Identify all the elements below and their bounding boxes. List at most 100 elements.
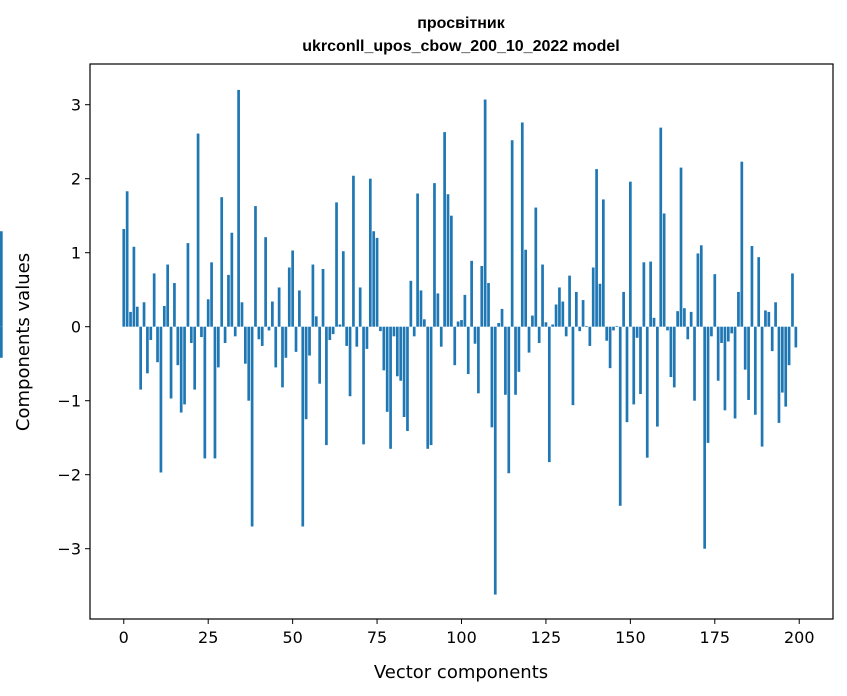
bar: [423, 319, 426, 327]
bar: [382, 326, 386, 371]
y-axis-ticks: 3 2 1 0 −1 −2 −3: [57, 96, 90, 559]
bar: [237, 89, 240, 327]
bar: [683, 308, 686, 327]
bar: [142, 302, 146, 327]
bar: [352, 175, 355, 327]
bar: [216, 326, 220, 368]
bar: [311, 264, 315, 327]
bar: [368, 178, 372, 327]
bar: [571, 326, 575, 406]
bar: [365, 326, 369, 349]
x-tick-label: 0: [119, 628, 129, 647]
bar: [531, 315, 534, 327]
bar: [375, 237, 379, 327]
bar: [747, 326, 750, 400]
bar: [301, 326, 305, 527]
bar: [304, 326, 308, 420]
bar: [325, 326, 328, 446]
bar: [392, 326, 396, 337]
bar: [612, 326, 615, 331]
bar: [439, 326, 443, 347]
bar: [193, 326, 197, 390]
bar: [547, 326, 551, 463]
bar: [774, 302, 777, 327]
bar: [470, 260, 473, 327]
bar: [520, 122, 524, 327]
bar: [659, 127, 663, 327]
bar: [598, 283, 602, 327]
bar: [558, 287, 561, 327]
bar: [132, 246, 136, 327]
bar: [716, 326, 720, 381]
bar: [693, 326, 696, 401]
bar: [679, 167, 683, 327]
bar: [737, 291, 740, 327]
bar: [510, 140, 514, 327]
bar: [318, 326, 321, 384]
bar: [277, 287, 281, 327]
bar: [615, 325, 619, 327]
bar: [247, 326, 251, 401]
bar: [507, 326, 511, 474]
bar: [0, 326, 3, 358]
bar: [581, 300, 585, 327]
bar: [710, 326, 713, 337]
bar: [578, 326, 582, 332]
bar: [298, 290, 301, 327]
bar: [686, 326, 690, 340]
bar: [473, 326, 477, 344]
bar: [500, 308, 504, 327]
bar: [173, 283, 176, 327]
bar: [564, 326, 568, 337]
bar: [784, 326, 788, 407]
bar: [335, 202, 338, 327]
bar: [409, 280, 413, 327]
bar: [541, 264, 544, 327]
bar: [527, 326, 531, 353]
bar: [618, 326, 622, 506]
x-axis-ticks: 0 25 50 75 100 125 150 175 200: [119, 619, 815, 647]
bar: [244, 326, 247, 364]
y-tick-label: 3: [71, 96, 81, 115]
bar: [780, 326, 784, 393]
bar: [463, 294, 467, 327]
x-tick-label: 75: [367, 628, 387, 647]
bar: [450, 215, 453, 327]
bar: [149, 326, 153, 341]
bar: [274, 326, 278, 368]
bar: [385, 326, 389, 412]
x-tick-label: 150: [615, 628, 646, 647]
bar: [169, 326, 173, 399]
bar: [757, 257, 761, 327]
bar: [652, 317, 656, 327]
bar: [328, 326, 332, 341]
bar: [200, 326, 203, 338]
bar: [588, 326, 592, 346]
bar: [122, 229, 126, 327]
bar: [561, 301, 565, 327]
bar: [429, 326, 433, 446]
bar: [645, 326, 649, 458]
bar: [723, 326, 727, 411]
bar: [389, 326, 392, 449]
bar: [250, 326, 254, 527]
bar: [753, 326, 757, 415]
bar: [362, 326, 365, 445]
bar: [629, 181, 632, 327]
bar: [551, 324, 555, 327]
bar: [206, 299, 210, 327]
bar: [395, 326, 399, 377]
bar: [453, 326, 457, 366]
bar: [460, 320, 463, 327]
x-axis-label: Vector components: [374, 662, 548, 683]
bar: [189, 326, 193, 343]
x-tick-label: 175: [700, 628, 731, 647]
bar: [554, 304, 558, 327]
bar: [271, 301, 274, 327]
bar: [574, 291, 578, 327]
bar: [595, 169, 598, 327]
bar: [416, 193, 419, 327]
bar: [331, 326, 335, 335]
bar: [625, 326, 629, 423]
bar: [649, 261, 652, 327]
